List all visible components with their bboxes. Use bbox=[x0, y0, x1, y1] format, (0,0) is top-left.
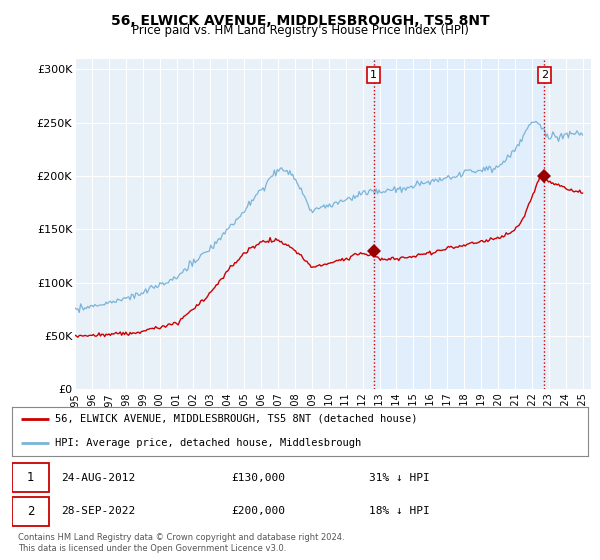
Text: 2: 2 bbox=[541, 70, 548, 80]
Text: HPI: Average price, detached house, Middlesbrough: HPI: Average price, detached house, Midd… bbox=[55, 437, 361, 447]
Text: 56, ELWICK AVENUE, MIDDLESBROUGH, TS5 8NT (detached house): 56, ELWICK AVENUE, MIDDLESBROUGH, TS5 8N… bbox=[55, 414, 418, 424]
Bar bbox=[374, 59, 544, 389]
Text: £130,000: £130,000 bbox=[231, 473, 285, 483]
Text: 1: 1 bbox=[370, 70, 377, 80]
FancyBboxPatch shape bbox=[12, 463, 49, 492]
Text: 2: 2 bbox=[27, 505, 34, 518]
FancyBboxPatch shape bbox=[12, 497, 49, 526]
Text: £200,000: £200,000 bbox=[231, 506, 285, 516]
Text: Price paid vs. HM Land Registry's House Price Index (HPI): Price paid vs. HM Land Registry's House … bbox=[131, 24, 469, 37]
Text: 24-AUG-2012: 24-AUG-2012 bbox=[61, 473, 135, 483]
Text: 1: 1 bbox=[27, 471, 34, 484]
Text: 56, ELWICK AVENUE, MIDDLESBROUGH, TS5 8NT: 56, ELWICK AVENUE, MIDDLESBROUGH, TS5 8N… bbox=[110, 14, 490, 28]
Text: 31% ↓ HPI: 31% ↓ HPI bbox=[369, 473, 430, 483]
Text: Contains HM Land Registry data © Crown copyright and database right 2024.
This d: Contains HM Land Registry data © Crown c… bbox=[18, 533, 344, 553]
Text: 18% ↓ HPI: 18% ↓ HPI bbox=[369, 506, 430, 516]
Text: 28-SEP-2022: 28-SEP-2022 bbox=[61, 506, 135, 516]
